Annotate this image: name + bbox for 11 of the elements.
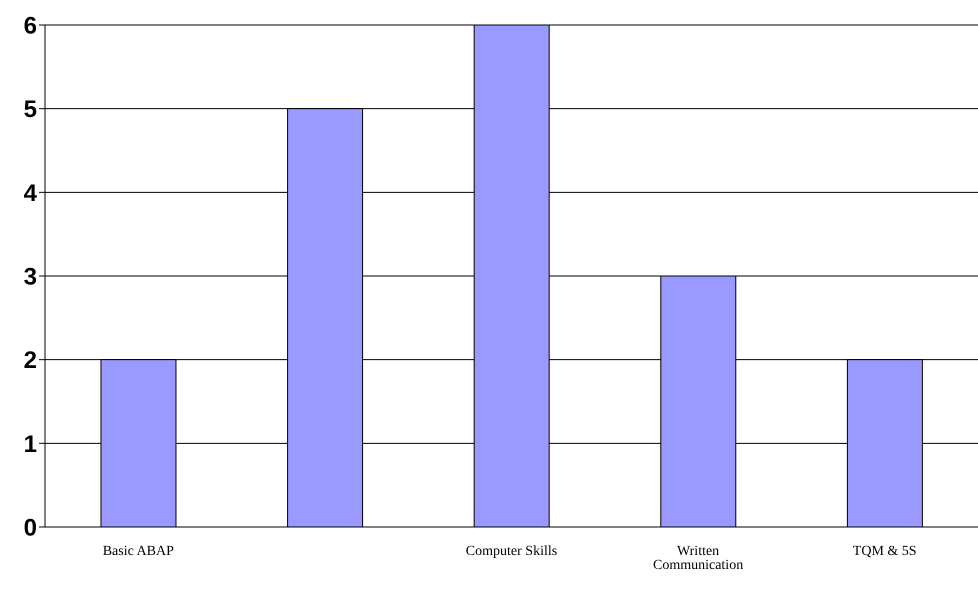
y-tick-label: 5 — [24, 96, 37, 124]
y-tick-label: 2 — [24, 347, 37, 374]
y-tick-label: 3 — [24, 264, 37, 291]
y-tick-label: 0 — [24, 514, 37, 542]
x-tick-label: Written Communication — [652, 544, 744, 573]
x-tick-label: Computer Skills — [466, 544, 558, 559]
y-tick-label: 4 — [24, 180, 38, 207]
x-tick-label: Basic ABAP — [102, 544, 174, 559]
x-tick-label: TQM & 5S — [852, 544, 917, 559]
y-tick-label: 6 — [24, 12, 37, 40]
y-tick-label: 1 — [24, 430, 37, 458]
